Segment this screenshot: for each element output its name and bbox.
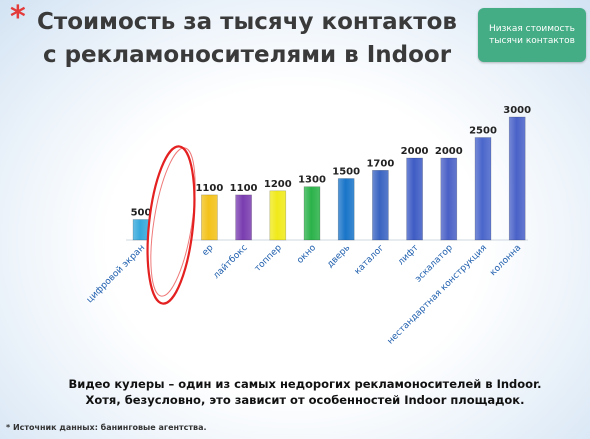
title-asterisk: * bbox=[10, 0, 26, 35]
category-label-7: каталог bbox=[353, 243, 387, 277]
value-label-8: 2000 bbox=[401, 146, 429, 157]
source-note: * Источник данных: банинговые агентства. bbox=[6, 423, 207, 432]
bar-0 bbox=[132, 219, 150, 241]
highlight-ellipse-stroke bbox=[150, 147, 196, 297]
category-label-6: дверь bbox=[325, 243, 352, 270]
value-label-6: 1500 bbox=[332, 167, 360, 178]
value-label-0: 500 bbox=[131, 208, 152, 219]
category-label-3: лайтбокс bbox=[212, 243, 250, 281]
bar-3 bbox=[235, 194, 252, 241]
bar-10 bbox=[474, 137, 492, 241]
bar-4 bbox=[269, 190, 287, 241]
page-title: Стоимость за тысячу контактов с рекламон… bbox=[37, 9, 457, 68]
bar-6 bbox=[337, 178, 355, 241]
value-label-4: 1200 bbox=[264, 179, 292, 190]
value-label-2: 1100 bbox=[195, 183, 223, 194]
badge-text: Низкая стоимость тысячи контактов bbox=[489, 24, 575, 46]
bar-7 bbox=[372, 170, 389, 241]
value-label-11: 3000 bbox=[503, 105, 531, 116]
category-label-5: окно bbox=[295, 243, 318, 266]
category-label-8: лифт bbox=[396, 243, 420, 267]
category-label-0: цифровой экран bbox=[85, 243, 147, 305]
bar-5 bbox=[303, 186, 321, 241]
value-label-7: 1700 bbox=[366, 158, 394, 169]
bar-2 bbox=[201, 194, 218, 241]
bar-9 bbox=[440, 157, 458, 241]
category-label-4: топпер bbox=[253, 243, 284, 274]
category-label-11: колонна bbox=[488, 243, 523, 278]
category-label-2: ер bbox=[200, 243, 215, 258]
chart-caption: Видео кулеры – один из самых недорогих р… bbox=[68, 377, 542, 407]
value-label-9: 2000 bbox=[435, 146, 463, 157]
value-label-10: 2500 bbox=[469, 126, 497, 137]
highlight-badge: Низкая стоимость тысячи контактов bbox=[478, 8, 586, 62]
bar-11 bbox=[508, 116, 526, 241]
value-label-3: 1100 bbox=[230, 183, 258, 194]
bar-8 bbox=[406, 157, 423, 241]
value-label-5: 1300 bbox=[298, 175, 326, 186]
